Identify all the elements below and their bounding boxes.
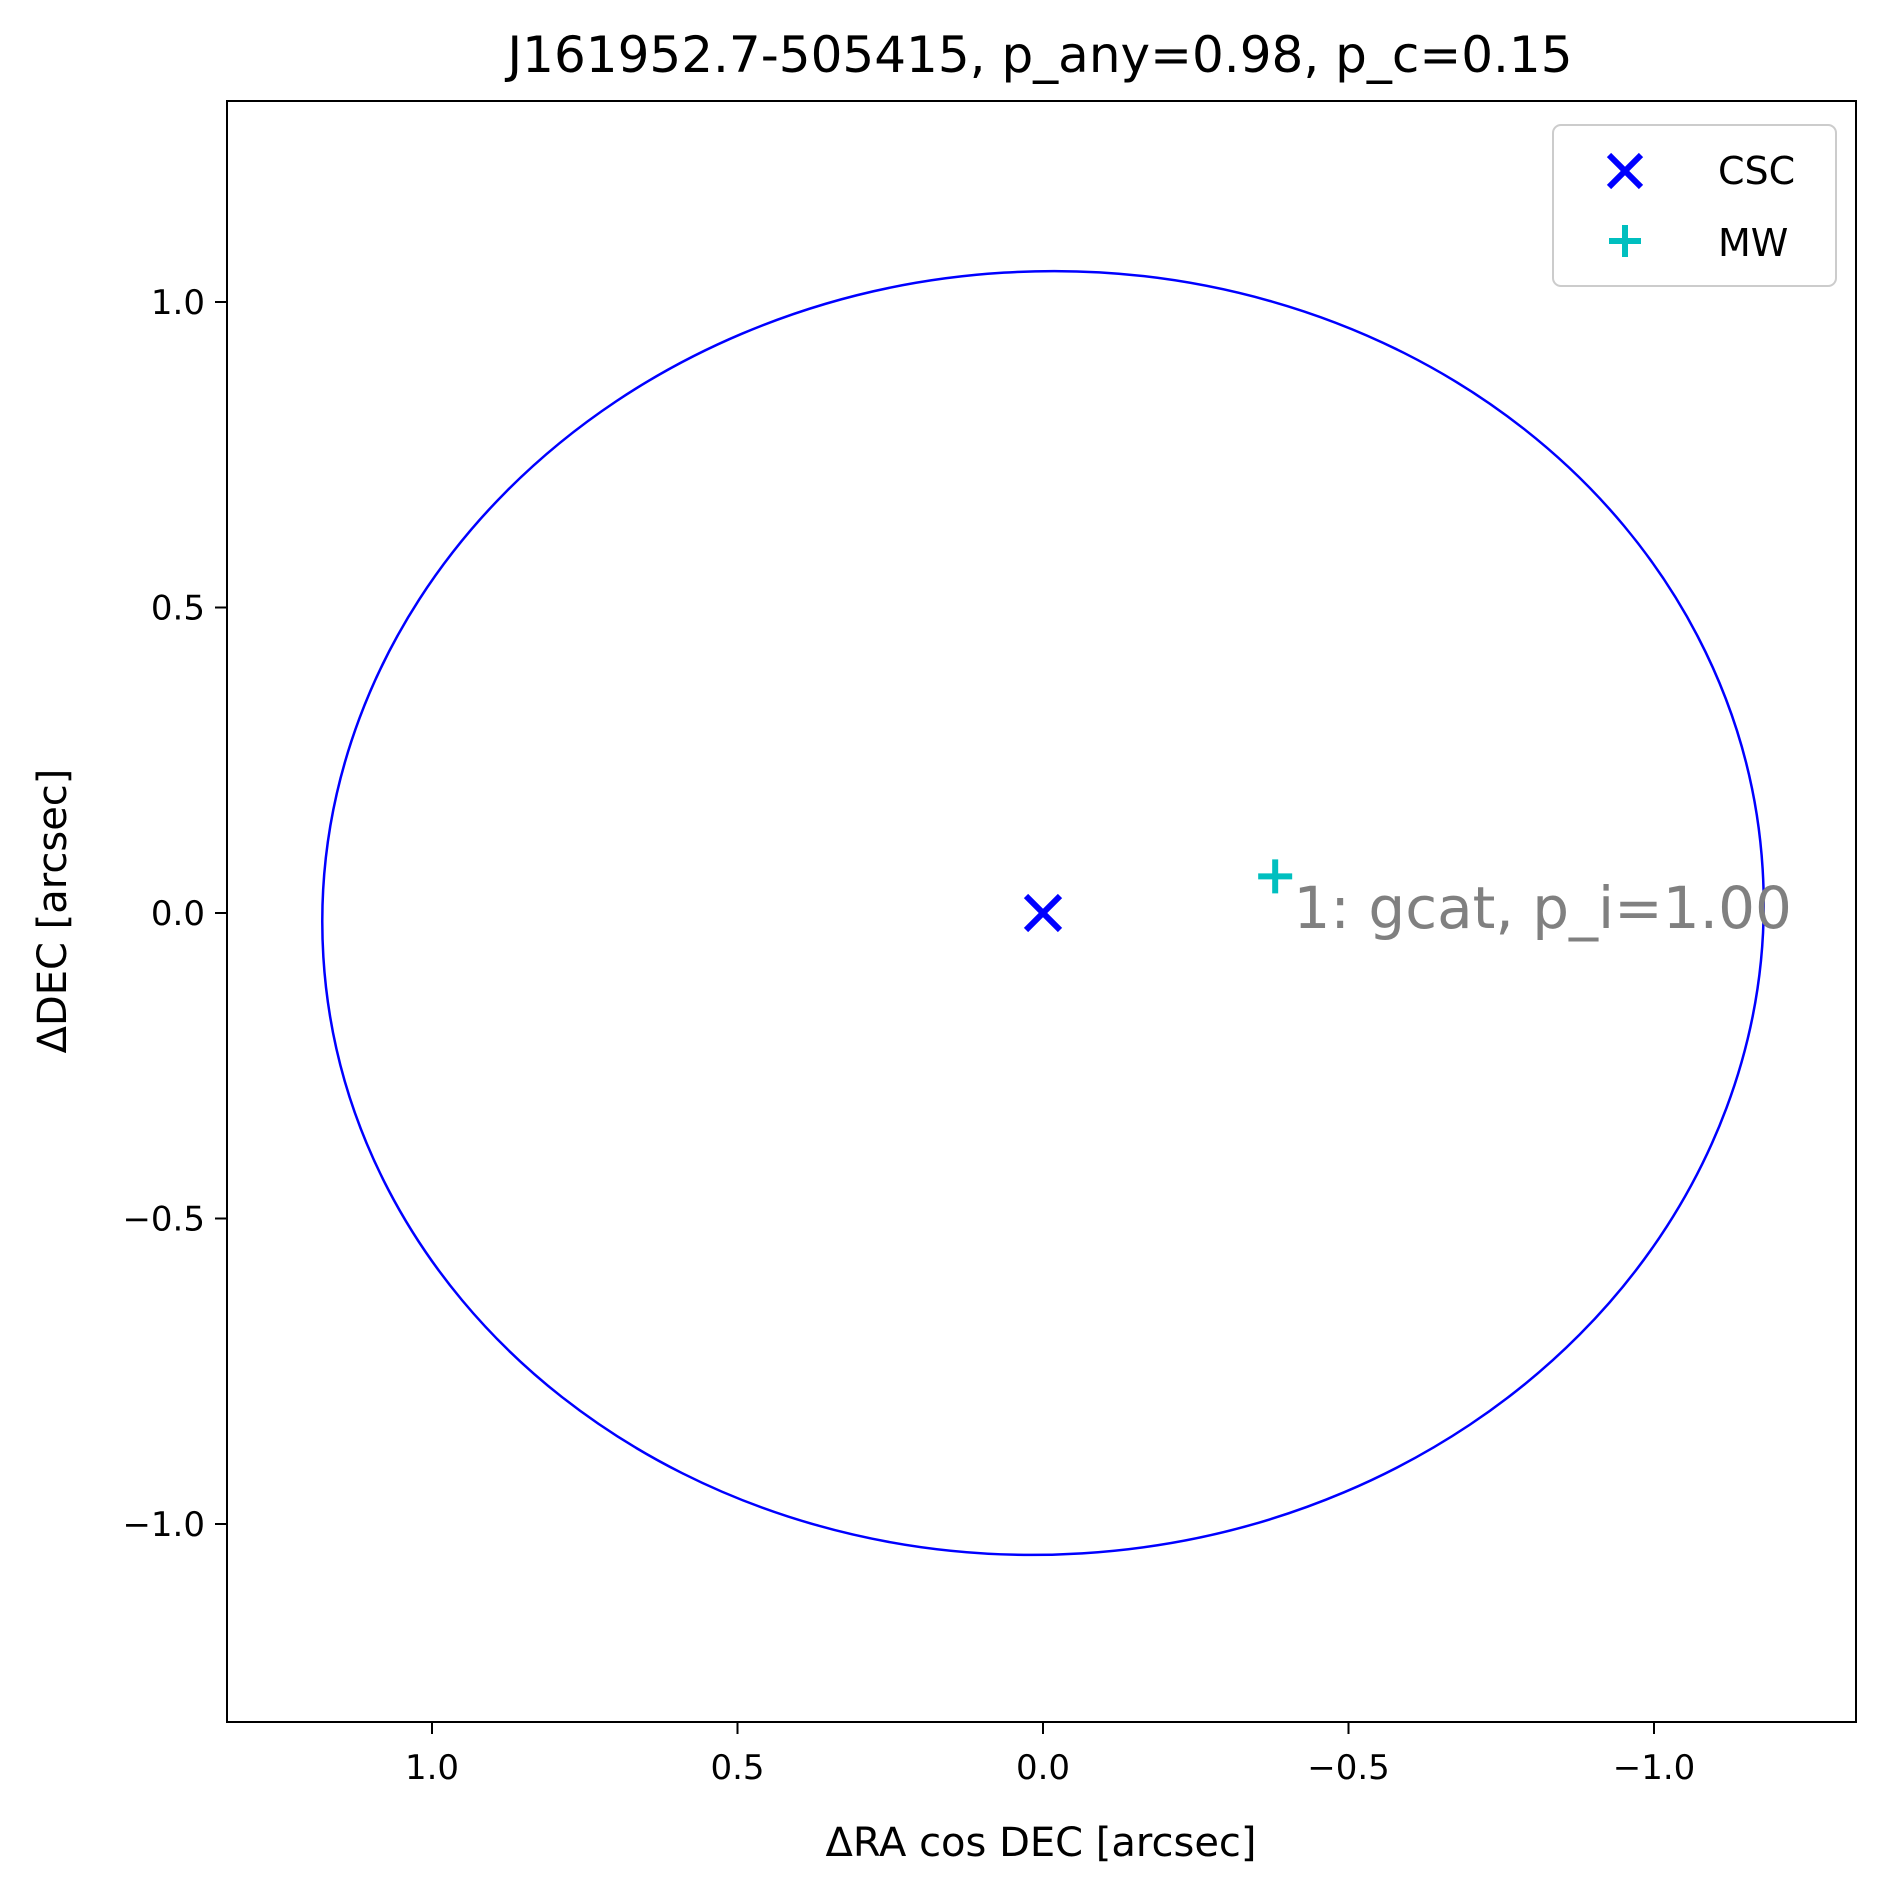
x-tick-label-3: −0.5 bbox=[1307, 1748, 1390, 1788]
x-axis-label: ΔRA cos DEC [arcsec] bbox=[825, 1820, 1256, 1866]
error-ellipse bbox=[321, 269, 1765, 1557]
legend-label-mw: MW bbox=[1718, 221, 1788, 265]
y-tick-label-2: 0.0 bbox=[151, 894, 205, 934]
y-tick-label-3: −0.5 bbox=[122, 1200, 205, 1240]
y-tick-label-1: 0.5 bbox=[151, 589, 205, 629]
annotation-0: 1: gcat, p_i=1.00 bbox=[1294, 874, 1792, 942]
x-tick-label-1: 0.5 bbox=[710, 1748, 764, 1788]
chart-title: J161952.7-505415, p_any=0.98, p_c=0.15 bbox=[504, 26, 1572, 84]
legend-marker-csc-stroke-2 bbox=[1606, 152, 1644, 190]
point-csc-0 bbox=[1023, 893, 1063, 933]
plot-area: 1: gcat, p_i=1.00 bbox=[321, 269, 1792, 1557]
x-tick-label-2: 0.0 bbox=[1016, 1748, 1070, 1788]
legend-marker-csc bbox=[1606, 152, 1644, 190]
legend-markers bbox=[1606, 152, 1644, 257]
y-axis-label: ΔDEC [arcsec] bbox=[30, 769, 76, 1054]
y-tick-label-0: 1.0 bbox=[151, 283, 205, 323]
point-mw-0 bbox=[1258, 859, 1293, 894]
x-tick-label-0: 1.0 bbox=[405, 1748, 459, 1788]
y-axis-ticks: 1.0 0.5 0.0 −0.5 −1.0 bbox=[122, 283, 227, 1545]
legend-label-csc: CSC bbox=[1718, 149, 1795, 193]
x-axis-ticks: 1.0 0.5 0.0 −0.5 −1.0 bbox=[405, 1722, 1695, 1788]
point-csc-0-stroke-2 bbox=[1023, 893, 1063, 933]
y-tick-label-4: −1.0 bbox=[122, 1505, 205, 1545]
plot-frame bbox=[226, 100, 1857, 1723]
legend: CSC MW bbox=[1552, 124, 1837, 287]
x-tick-label-4: −1.0 bbox=[1613, 1748, 1696, 1788]
legend-marker-mw bbox=[1609, 225, 1641, 257]
